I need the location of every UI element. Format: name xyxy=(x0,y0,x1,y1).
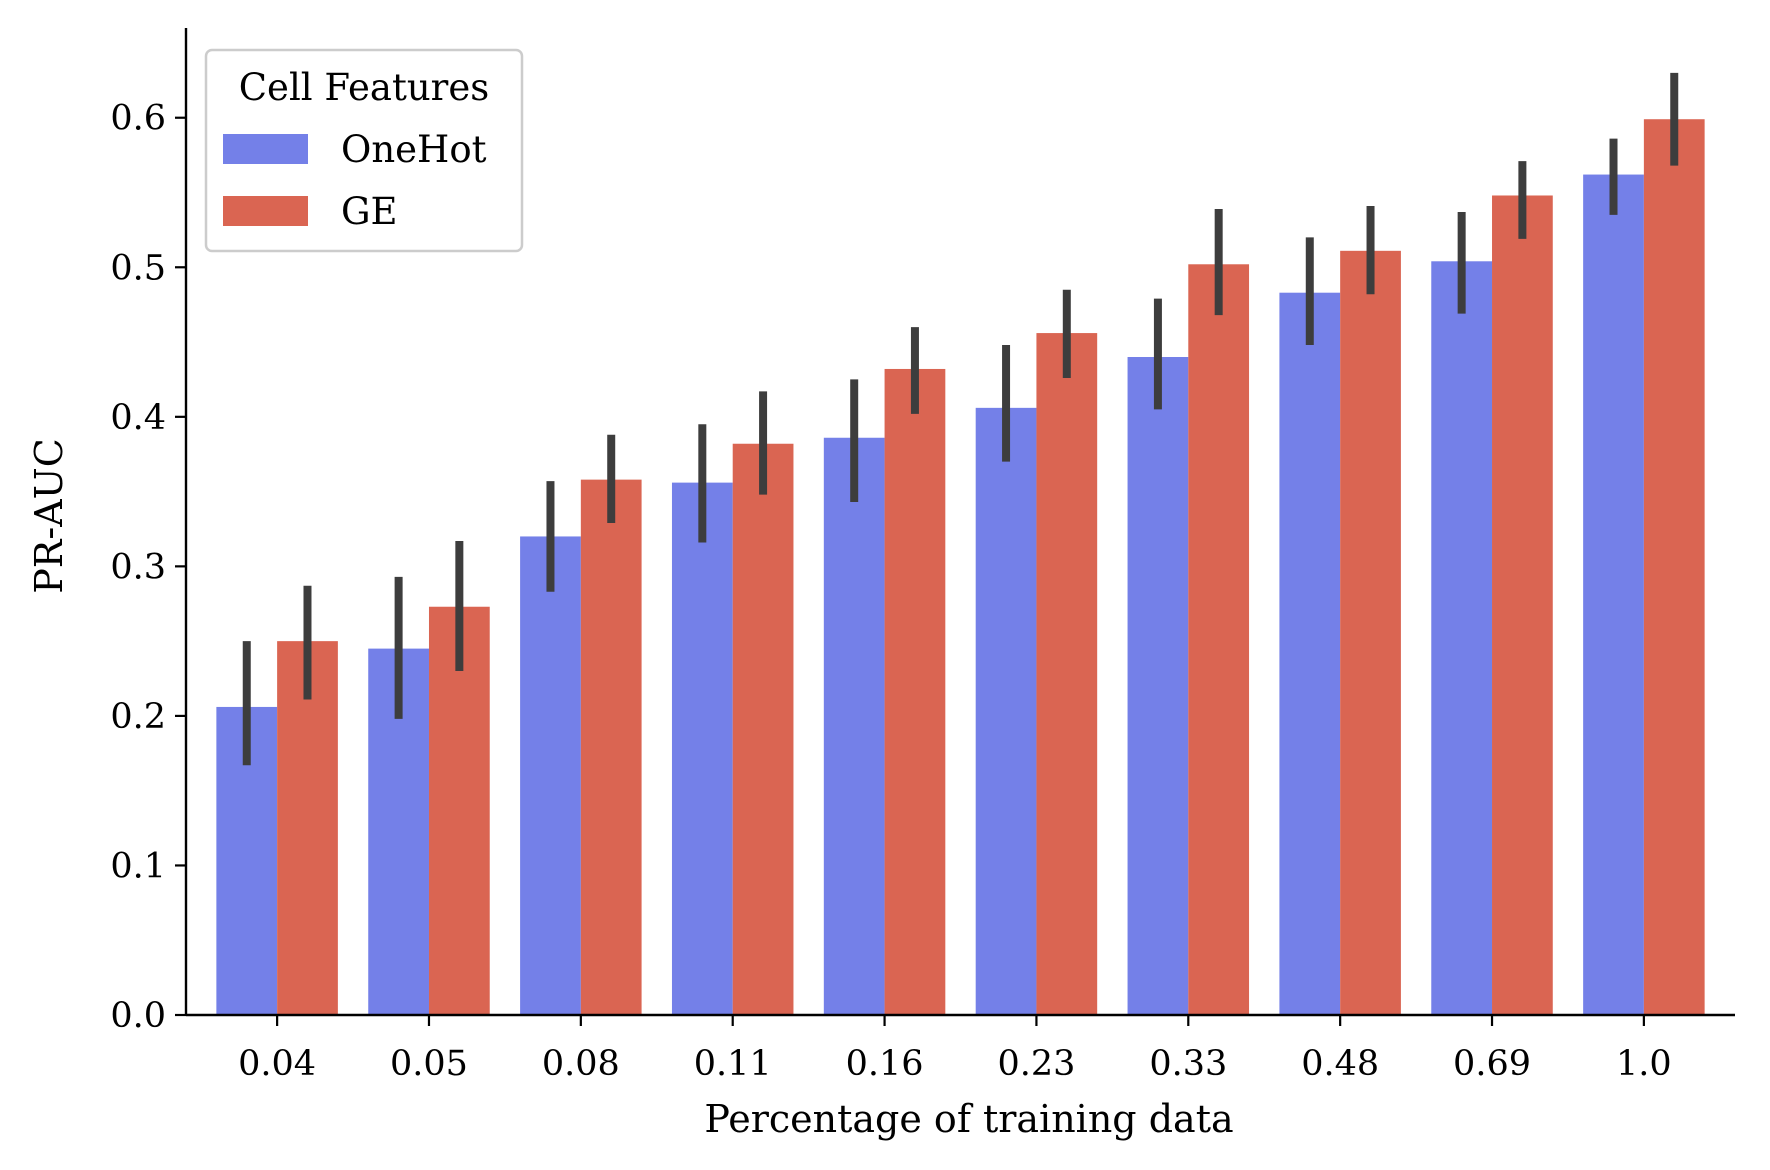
y-tick-label-0.2: 0.2 xyxy=(110,697,166,737)
legend: Cell Features OneHot GE xyxy=(204,48,524,253)
x-tick-label-0.48: 0.48 xyxy=(1301,1044,1379,1084)
bar-ge-0.11 xyxy=(732,443,794,1015)
bar-ge-0.69 xyxy=(1492,195,1553,1016)
bar-ge-0.23 xyxy=(1036,333,1098,1015)
legend-label-ge: GE xyxy=(341,190,398,233)
bar-ge-0.16 xyxy=(884,368,946,1016)
bar-ge-0.05 xyxy=(428,606,490,1015)
bar-ge-0.08 xyxy=(580,479,642,1015)
legend-label-onehot: OneHot xyxy=(341,128,487,171)
y-tick-label-0.0: 0.0 xyxy=(110,996,166,1036)
bar-ge-0.33 xyxy=(1188,264,1250,1015)
bar-onehot-0.33 xyxy=(1127,357,1189,1015)
x-tick-label-0.69: 0.69 xyxy=(1453,1044,1531,1084)
bars-layer xyxy=(216,119,1705,1016)
error-bars-layer xyxy=(242,72,1679,766)
legend-swatch-ge xyxy=(223,196,308,226)
x-tick-label-0.23: 0.23 xyxy=(997,1044,1075,1084)
y-tick-label-0.4: 0.4 xyxy=(110,398,166,438)
legend-swatch-onehot xyxy=(223,134,308,164)
legend-title: Cell Features xyxy=(239,66,490,109)
y-ticks: 0.0 0.1 0.2 0.3 0.4 0.5 0.6 xyxy=(110,99,186,1036)
x-tick-label-0.33: 0.33 xyxy=(1149,1044,1227,1084)
x-ticks: 0.04 0.05 0.08 0.11 0.16 0.23 0.33 0.48 0.69 1.0 xyxy=(238,1015,1672,1084)
bar-onehot-0.08 xyxy=(520,536,581,1015)
x-tick-label-0.04: 0.04 xyxy=(238,1044,316,1084)
x-axis-label: Percentage of training data xyxy=(704,1097,1233,1141)
x-tick-label-0.08: 0.08 xyxy=(542,1044,620,1084)
bar-onehot-0.23 xyxy=(975,407,1037,1016)
axes-layer xyxy=(184,28,1735,1017)
bar-ge-0.04 xyxy=(277,641,338,1015)
y-tick-label-0.6: 0.6 xyxy=(110,99,166,139)
x-tick-label-0.05: 0.05 xyxy=(390,1044,468,1084)
bar-onehot-0.16 xyxy=(823,437,885,1015)
bar-onehot-0.48 xyxy=(1279,292,1341,1015)
bar-onehot-0.69 xyxy=(1431,261,1493,1015)
x-tick-label-0.11: 0.11 xyxy=(694,1044,772,1084)
y-tick-label-0.3: 0.3 xyxy=(110,547,166,587)
bar-ge-0.48 xyxy=(1340,250,1401,1015)
y-tick-label-0.5: 0.5 xyxy=(110,248,166,288)
bar-onehot-0.11 xyxy=(671,482,733,1015)
y-axis-label: PR-AUC xyxy=(27,438,71,594)
bar-ge-1.0 xyxy=(1643,119,1705,1016)
y-tick-label-0.1: 0.1 xyxy=(110,846,166,886)
x-tick-label-1.0: 1.0 xyxy=(1616,1044,1672,1084)
bar-onehot-1.0 xyxy=(1583,174,1644,1016)
x-tick-label-0.16: 0.16 xyxy=(846,1044,924,1084)
